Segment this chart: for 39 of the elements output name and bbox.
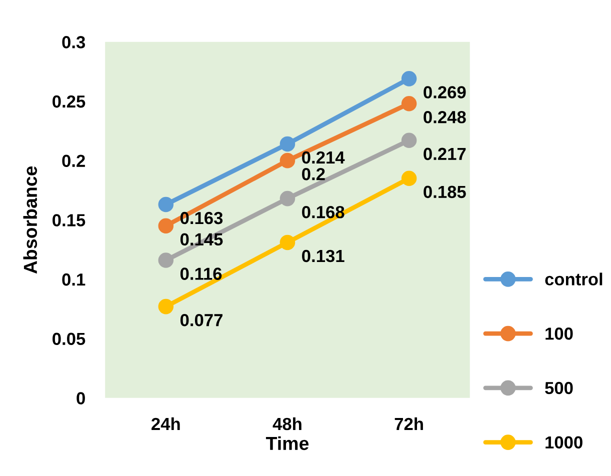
data-label: 0.131 (302, 250, 344, 262)
point (158, 218, 174, 234)
data-label: 0.217 (424, 148, 466, 160)
y-tick-label: 0.3 (62, 36, 86, 48)
point (401, 132, 417, 148)
y-tick-label: 0.2 (62, 154, 85, 168)
data-label: 0.077 (180, 314, 222, 326)
point (280, 234, 296, 250)
y-tick-label: 0.1 (62, 273, 86, 286)
x-tick-label: 48h (272, 417, 302, 430)
data-label: 0.116 (180, 268, 222, 280)
y-axis-title: Absorbance (23, 166, 38, 274)
data-label: 0.145 (180, 233, 223, 246)
point (280, 136, 296, 152)
legend-label: control (545, 272, 602, 286)
y-tick-label: 0.05 (52, 332, 86, 346)
data-label: 0.163 (180, 212, 223, 224)
x-tick-label: 24h (152, 417, 180, 430)
data-label: 0.185 (424, 186, 466, 198)
point (158, 298, 174, 314)
point (280, 190, 296, 206)
point (158, 252, 174, 268)
point (158, 196, 174, 212)
y-tick-label: 0 (76, 392, 85, 404)
legend-label: 1000 (546, 436, 582, 449)
point (401, 96, 417, 112)
point (401, 71, 417, 86)
data-label: 0.214 (302, 151, 345, 164)
point (401, 170, 417, 186)
legend-label: 100 (546, 328, 573, 340)
x-tick-label: 72h (394, 417, 423, 430)
legend-label: 500 (545, 382, 573, 394)
data-label: 0.269 (424, 86, 466, 98)
x-axis-title: Time (266, 436, 309, 450)
data-label: 0.248 (424, 111, 466, 124)
data-label: 0.2 (302, 168, 325, 180)
y-tick-label: 0.15 (52, 214, 86, 226)
y-tick-label: 0.25 (52, 95, 86, 108)
point (280, 152, 296, 168)
